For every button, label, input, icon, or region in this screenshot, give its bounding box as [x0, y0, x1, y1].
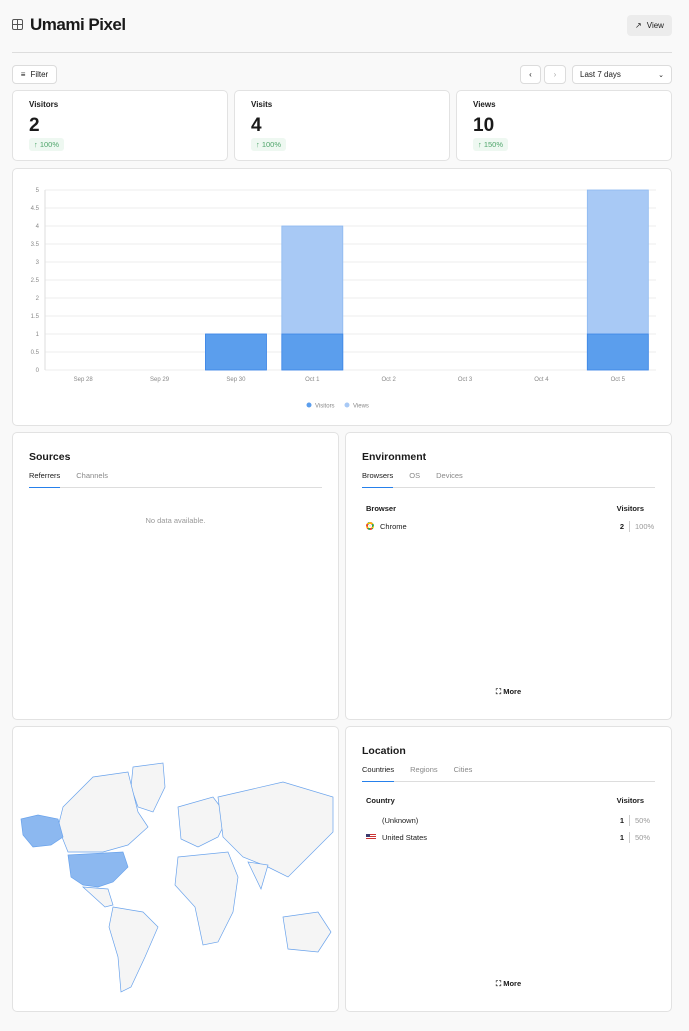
legend-marker	[344, 402, 350, 408]
y-tick-label: 4.5	[31, 206, 40, 212]
y-tick-label: 5	[36, 188, 40, 194]
divider	[12, 52, 672, 53]
x-tick-label: Oct 1	[305, 377, 320, 383]
external-link-icon: ↗	[635, 21, 642, 30]
date-range-select[interactable]: Last 7 days ⌄	[572, 65, 672, 84]
x-tick-label: Oct 5	[611, 377, 626, 383]
change-badge: ↑ 100%	[29, 138, 65, 151]
y-tick-label: 2.5	[31, 278, 40, 284]
tab-os[interactable]: OS	[409, 471, 421, 480]
list-item[interactable]: United States 1 50%	[366, 830, 655, 844]
chevron-right-icon: ›	[553, 70, 557, 79]
map-africa	[174, 851, 239, 946]
tab-regions[interactable]: Regions	[410, 765, 438, 774]
tab-referrers[interactable]: Referrers	[29, 471, 61, 488]
more-button[interactable]: ⛶ More	[495, 687, 522, 696]
us-flag-icon	[366, 834, 376, 840]
chrome-icon	[366, 522, 374, 530]
bar-visitors	[281, 333, 344, 371]
y-tick-label: 0.5	[31, 350, 40, 356]
previous-range-button[interactable]: ‹	[520, 65, 541, 84]
map-central-america	[82, 886, 114, 908]
y-tick-label: 4	[36, 224, 40, 230]
x-tick-label: Oct 2	[382, 377, 397, 383]
filter-icon: ≡	[20, 70, 26, 79]
map-usa	[67, 851, 129, 888]
x-tick-label: Oct 4	[534, 377, 549, 383]
x-tick-label: Oct 3	[458, 377, 473, 383]
sources-card: Sources Referrers Channels No data avail…	[12, 432, 339, 720]
tab-countries[interactable]: Countries	[362, 765, 395, 782]
map-asia	[217, 781, 334, 878]
location-card: Location Countries Regions Cities Countr…	[345, 726, 672, 1012]
next-range-button[interactable]: ›	[544, 65, 566, 84]
world-map-card	[12, 726, 339, 1012]
chart-card: 0 0.5 1 1.5 2 2.5 3 3.5 4 4.5 5 Sep 28 Sep 29 Sep 30 O…	[12, 168, 672, 426]
tab-browsers[interactable]: Browsers	[362, 471, 394, 488]
map-alaska	[20, 814, 64, 848]
map-australia	[282, 911, 332, 953]
tab-devices[interactable]: Devices	[436, 471, 463, 480]
y-tick-label: 3	[36, 260, 40, 266]
page-title: Umami Pixel	[30, 15, 126, 34]
y-tick-label: 1.5	[31, 314, 40, 320]
expand-icon: ⛶	[495, 687, 502, 696]
bar-visitors	[586, 333, 649, 371]
sources-title: Sources	[29, 451, 71, 463]
chevron-left-icon: ‹	[529, 70, 532, 79]
legend-label: Views	[353, 404, 369, 410]
y-tick-label: 3.5	[31, 242, 40, 248]
y-tick-label: 1	[36, 332, 40, 338]
list-item[interactable]: Chrome 2 100%	[366, 519, 655, 533]
map-canada	[57, 771, 149, 853]
x-tick-label: Sep 28	[74, 377, 94, 383]
map-india	[247, 861, 269, 890]
expand-icon: ⛶	[495, 979, 502, 988]
y-tick-label: 0	[36, 368, 40, 374]
legend-marker	[306, 402, 312, 408]
map-europe	[177, 796, 229, 848]
metric-card-visitors: Visitors 2 ↑ 100%	[12, 90, 228, 161]
sources-tabs: Referrers Channels	[29, 471, 322, 488]
chevron-down-icon: ⌄	[658, 71, 664, 79]
change-badge: ↑ 100%	[251, 138, 287, 151]
bar-chart: 0 0.5 1 1.5 2 2.5 3 3.5 4 4.5 5 Sep 28 Sep 29 Sep 30 O…	[31, 188, 656, 410]
grid-icon	[12, 19, 23, 30]
list-item[interactable]: (Unknown) 1 50%	[382, 814, 651, 826]
x-tick-label: Sep 29	[150, 377, 170, 383]
metric-card-visits: Visits 4 ↑ 100%	[234, 90, 450, 161]
tab-cities[interactable]: Cities	[453, 765, 473, 774]
legend-label: Visitors	[315, 404, 335, 410]
environment-card: Environment Browsers OS Devices Browser …	[345, 432, 672, 720]
view-button[interactable]: ↗ View	[627, 15, 672, 36]
map-south-america	[108, 906, 159, 993]
bar-visitors	[205, 333, 267, 371]
y-tick-label: 2	[36, 296, 40, 302]
x-tick-label: Sep 30	[226, 377, 246, 383]
empty-message: No data available.	[145, 516, 206, 525]
world-map[interactable]	[13, 727, 339, 1012]
filter-button[interactable]: ≡ Filter	[12, 65, 57, 84]
more-button[interactable]: ⛶ More	[495, 979, 522, 988]
metric-card-views: Views 10 ↑ 150%	[456, 90, 672, 161]
tab-channels[interactable]: Channels	[76, 471, 108, 480]
change-badge: ↑ 150%	[473, 138, 509, 151]
